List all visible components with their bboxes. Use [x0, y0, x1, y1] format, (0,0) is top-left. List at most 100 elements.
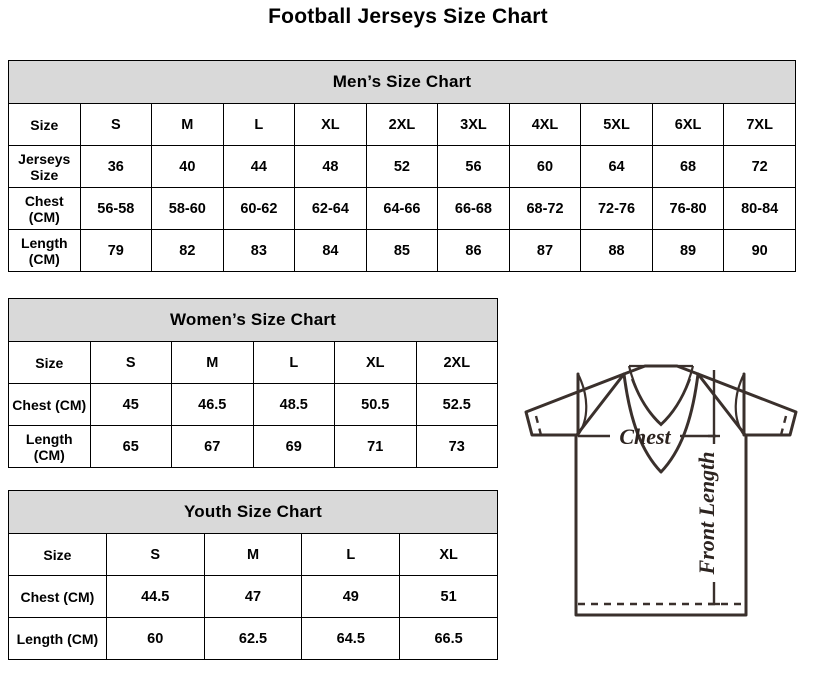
- table-cell: 64-66: [365, 187, 439, 230]
- table-cell: 64.5: [301, 617, 401, 660]
- chest-label: Chest: [619, 424, 671, 449]
- table-cell: 68-72: [508, 187, 582, 230]
- right-sleeve-outline: [696, 372, 798, 437]
- left-sleeve-outline: [524, 372, 626, 437]
- table-cell: L: [222, 103, 296, 146]
- table-cell: 62-64: [294, 187, 367, 230]
- table-row: Length (CM) 79 82 83 84 85 86 87 88 89 90: [8, 229, 796, 272]
- table-cell: 7XL: [723, 103, 796, 146]
- table-cell: S: [105, 533, 205, 576]
- table-cell: 69: [252, 425, 335, 468]
- table-cell: 80-84: [723, 187, 796, 230]
- page-title: Football Jerseys Size Chart: [268, 5, 548, 28]
- youth-size-chart-table: Youth Size Chart Size S M L XL Chest (CM) 44.5…: [8, 490, 498, 660]
- front-length-label: Front Length: [694, 452, 719, 576]
- table-cell: 76-80: [651, 187, 725, 230]
- table-row: Chest (CM) 44.5 47 49 51: [8, 575, 498, 618]
- table-cell: 52: [365, 145, 439, 188]
- table-cell: 52.5: [415, 383, 498, 426]
- right-armhole-curve: [734, 373, 745, 436]
- row-header-chest-cm: Chest (CM): [8, 575, 107, 618]
- table-caption-row: Women’s Size Chart: [8, 298, 498, 342]
- table-cell: 50.5: [334, 383, 417, 426]
- table-cell: 56: [437, 145, 510, 188]
- table-row: Size S M L XL: [8, 533, 498, 576]
- womens-table-body: Size S M L XL 2XL Chest (CM) 45 46.5 48.5 50.5 52.5…: [8, 341, 498, 468]
- table-cell: 84: [294, 229, 367, 272]
- table-caption-row: Youth Size Chart: [8, 490, 498, 534]
- mens-table-body: Size S M L XL 2XL 3XL 4XL 5XL 6XL 7XL Jerseys Size 3…: [8, 103, 796, 272]
- table-cell: 79: [79, 229, 153, 272]
- table-cell: 48: [294, 145, 367, 188]
- table-cell: 2XL: [365, 103, 439, 146]
- table-cell: 71: [334, 425, 417, 468]
- row-header-length-cm: Length (CM): [8, 617, 107, 660]
- table-cell: XL: [399, 533, 498, 576]
- table-cell: 60-62: [222, 187, 296, 230]
- table-cell: 60: [508, 145, 582, 188]
- youth-table-body: Size S M L XL Chest (CM) 44.5 47 49 51 Length (CM)…: [8, 533, 498, 660]
- left-armhole-curve: [577, 373, 588, 436]
- table-cell: 68: [651, 145, 725, 188]
- table-cell: 3XL: [437, 103, 510, 146]
- table-cell: 90: [723, 229, 796, 272]
- table-cell: XL: [334, 341, 417, 384]
- table-row: Length (CM) 65 67 69 71 73: [8, 425, 498, 468]
- table-cell: 49: [301, 575, 401, 618]
- table-cell: 4XL: [508, 103, 582, 146]
- mens-size-chart-table: Men’s Size Chart Size S M L XL 2XL 3XL 4XL 5XL 6X…: [8, 60, 796, 272]
- table-cell: 6XL: [651, 103, 725, 146]
- row-header-jerseys-size: Jerseys Size: [8, 145, 81, 188]
- v-neck-collar-band: [630, 378, 692, 427]
- row-header-size: Size: [8, 341, 91, 384]
- right-sleeve-hem-dashed: [779, 415, 788, 436]
- table-row: Length (CM) 60 62.5 64.5 66.5: [8, 617, 498, 660]
- mens-chart-caption: Men’s Size Chart: [8, 60, 796, 104]
- table-cell: 56-58: [79, 187, 153, 230]
- table-row: Chest (CM) 56-58 58-60 60-62 62-64 64-66 66-68…: [8, 187, 796, 230]
- table-row: Size S M L XL 2XL: [8, 341, 498, 384]
- table-cell: 62.5: [203, 617, 303, 660]
- table-cell: M: [151, 103, 224, 146]
- table-cell: 66.5: [399, 617, 498, 660]
- table-cell: 45: [89, 383, 172, 426]
- youth-table-head: Youth Size Chart: [8, 490, 498, 534]
- table-cell: 66-68: [437, 187, 510, 230]
- table-caption-row: Men’s Size Chart: [8, 60, 796, 104]
- table-cell: 46.5: [171, 383, 254, 426]
- table-cell: S: [79, 103, 153, 146]
- table-cell: 36: [79, 145, 153, 188]
- womens-table-head: Women’s Size Chart: [8, 298, 498, 342]
- table-cell: 87: [508, 229, 582, 272]
- mens-table-head: Men’s Size Chart: [8, 60, 796, 104]
- table-row: Size S M L XL 2XL 3XL 4XL 5XL 6XL 7XL: [8, 103, 796, 146]
- table-cell: 89: [651, 229, 725, 272]
- table-cell: 5XL: [580, 103, 653, 146]
- table-cell: 44: [222, 145, 296, 188]
- table-cell: 82: [151, 229, 224, 272]
- table-cell: 86: [437, 229, 510, 272]
- table-cell: S: [89, 341, 172, 384]
- table-cell: 2XL: [415, 341, 498, 384]
- table-cell: 83: [222, 229, 296, 272]
- row-header-size: Size: [8, 103, 81, 146]
- table-cell: 72-76: [580, 187, 653, 230]
- table-cell: 72: [723, 145, 796, 188]
- table-cell: L: [301, 533, 401, 576]
- table-cell: M: [203, 533, 303, 576]
- table-cell: 65: [89, 425, 172, 468]
- table-cell: 47: [203, 575, 303, 618]
- table-cell: 48.5: [252, 383, 335, 426]
- table-cell: 60: [105, 617, 205, 660]
- table-cell: L: [252, 341, 335, 384]
- table-cell: 44.5: [105, 575, 205, 618]
- table-cell: 58-60: [151, 187, 224, 230]
- table-cell: 64: [580, 145, 653, 188]
- table-row: Jerseys Size 36 40 44 48 52 56 60 64 68 72: [8, 145, 796, 188]
- table-cell: 51: [399, 575, 498, 618]
- table-cell: 88: [580, 229, 653, 272]
- table-cell: 85: [365, 229, 439, 272]
- table-cell: 73: [415, 425, 498, 468]
- shirt-body-outline: [574, 364, 748, 617]
- row-header-size: Size: [8, 533, 107, 576]
